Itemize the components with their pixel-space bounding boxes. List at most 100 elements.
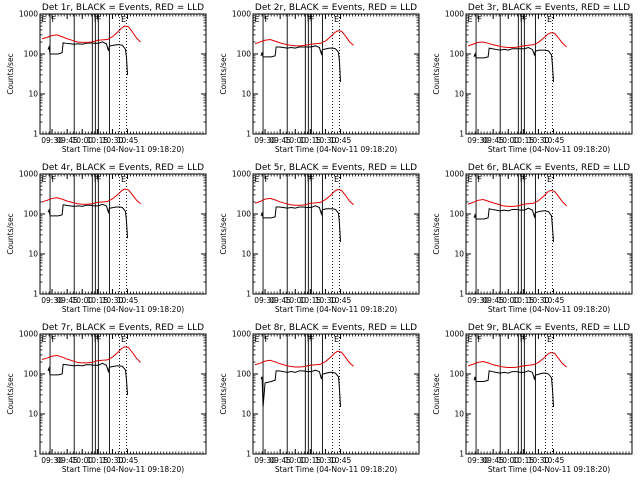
x-axis-label: Start Time (04-Nov-11 09:18:20) <box>275 145 397 154</box>
chart-title: Det 5r, BLACK = Events, RED = LLD <box>255 163 417 173</box>
time-marker-label: E <box>547 15 552 24</box>
events-series-line <box>47 362 129 395</box>
x-axis-label: Start Time (04-Nov-11 09:18:20) <box>488 465 610 474</box>
time-marker-label: F <box>523 335 528 344</box>
x-tick-label: 09:30 <box>254 296 276 305</box>
x-tick-label: 10:15 <box>87 136 109 145</box>
x-axis-label: Start Time (04-Nov-11 09:18:20) <box>62 145 184 154</box>
x-tick-label: 10:15 <box>300 456 322 465</box>
y-axis-label: Counts/sec <box>432 53 441 94</box>
y-tick-label: 100 <box>237 370 252 379</box>
time-marker-label: F <box>307 15 312 24</box>
x-tick-label: 10:30 <box>528 456 550 465</box>
x-tick-label: 09:30 <box>254 456 276 465</box>
time-marker-label: F <box>520 15 525 24</box>
plot-frame <box>465 333 633 455</box>
chart-panel: Det 5r, BLACK = Events, RED = LLD 1 10 100 1… <box>219 163 420 314</box>
time-marker-label: F <box>520 335 525 344</box>
time-marker-label: E <box>121 175 126 184</box>
y-tick-label: 1 <box>459 290 464 299</box>
x-tick-label: 10:30 <box>315 296 337 305</box>
events-series-line <box>260 45 342 82</box>
y-tick-label: 10 <box>241 410 251 419</box>
x-tick-label: 10:30 <box>315 136 337 145</box>
plot-frame <box>465 13 633 135</box>
time-marker-label: F <box>97 335 102 344</box>
y-tick-label: 10 <box>241 90 251 99</box>
x-tick-label: 09:30 <box>41 136 63 145</box>
chart-panel: Det 7r, BLACK = Events, RED = LLD 1 10 100 1… <box>6 323 207 474</box>
lld-series-line <box>254 350 354 368</box>
x-axis-label: Start Time (04-Nov-11 09:18:20) <box>62 465 184 474</box>
x-tick-label: 10:30 <box>528 296 550 305</box>
chart-panel: Det 6r, BLACK = Events, RED = LLD 1 10 100 1… <box>432 163 633 314</box>
x-tick-label: 09:45 <box>269 136 291 145</box>
chart-title: Det 6r, BLACK = Events, RED = LLD <box>468 163 630 173</box>
time-marker-label: E <box>468 15 473 24</box>
events-series-line <box>473 207 555 242</box>
time-marker-label: E <box>468 175 473 184</box>
y-tick-label: 10 <box>241 250 251 259</box>
lld-series-line <box>41 25 141 43</box>
plot-frame <box>39 173 207 295</box>
y-tick-label: 10 <box>28 90 38 99</box>
x-tick-label: 10:15 <box>513 456 535 465</box>
time-marker-label: F <box>52 335 57 344</box>
time-marker-label: F <box>523 15 528 24</box>
time-marker-label: F <box>520 175 525 184</box>
y-tick-label: 100 <box>237 50 252 59</box>
time-marker-label: F <box>94 15 99 24</box>
x-axis-label: Start Time (04-Nov-11 09:18:20) <box>488 305 610 314</box>
y-tick-label: 1 <box>33 290 38 299</box>
time-marker-label: E <box>468 335 473 344</box>
lld-series-line <box>41 188 141 205</box>
chart-panel: Det 1r, BLACK = Events, RED = LLD 1 10 100 1… <box>6 3 207 154</box>
x-tick-label: 10:00 <box>284 456 306 465</box>
time-marker-label: E <box>547 175 552 184</box>
y-axis-label: Counts/sec <box>219 53 228 94</box>
y-tick-label: 100 <box>237 210 252 219</box>
x-tick-label: 10:00 <box>71 296 93 305</box>
y-tick-label: 1 <box>246 450 251 459</box>
time-marker-label: F <box>265 335 270 344</box>
y-tick-label: 100 <box>24 370 39 379</box>
x-tick-label: 10:30 <box>102 136 124 145</box>
x-tick-label: 10:30 <box>315 456 337 465</box>
x-tick-label: 09:30 <box>41 296 63 305</box>
time-marker-label: E <box>255 175 260 184</box>
time-marker-label: E <box>42 335 47 344</box>
x-tick-label: 09:45 <box>56 456 78 465</box>
time-marker-label: F <box>52 175 57 184</box>
x-tick-label: 09:30 <box>41 456 63 465</box>
x-tick-label: 10:45 <box>543 136 565 145</box>
time-marker-label: F <box>478 335 483 344</box>
chart-title: Det 8r, BLACK = Events, RED = LLD <box>255 323 417 333</box>
y-tick-label: 1000 <box>445 170 464 179</box>
chart-title: Det 4r, BLACK = Events, RED = LLD <box>42 163 204 173</box>
lld-series-line <box>254 188 354 206</box>
plot-frame <box>252 173 420 295</box>
x-tick-label: 10:45 <box>543 456 565 465</box>
x-axis-label: Start Time (04-Nov-11 09:18:20) <box>275 465 397 474</box>
time-marker-label: F <box>478 15 483 24</box>
x-tick-label: 10:15 <box>87 296 109 305</box>
plot-frame <box>39 13 207 135</box>
x-tick-label: 10:00 <box>71 136 93 145</box>
plot-frame <box>39 333 207 455</box>
y-axis-label: Counts/sec <box>6 213 15 254</box>
time-marker-label: F <box>97 175 102 184</box>
x-tick-label: 10:45 <box>117 136 139 145</box>
y-tick-label: 1000 <box>232 170 251 179</box>
x-tick-label: 09:45 <box>482 296 504 305</box>
time-marker-label: F <box>310 15 315 24</box>
y-axis-label: Counts/sec <box>432 373 441 414</box>
y-tick-label: 100 <box>450 210 465 219</box>
events-series-line <box>473 47 555 82</box>
y-tick-label: 1000 <box>19 10 38 19</box>
chart-panel: Det 2r, BLACK = Events, RED = LLD 1 10 100 1… <box>219 3 420 154</box>
time-marker-label: F <box>310 335 315 344</box>
y-tick-label: 1000 <box>232 330 251 339</box>
chart-panel: Det 3r, BLACK = Events, RED = LLD 1 10 100 1… <box>432 3 633 154</box>
time-marker-label: E <box>42 175 47 184</box>
